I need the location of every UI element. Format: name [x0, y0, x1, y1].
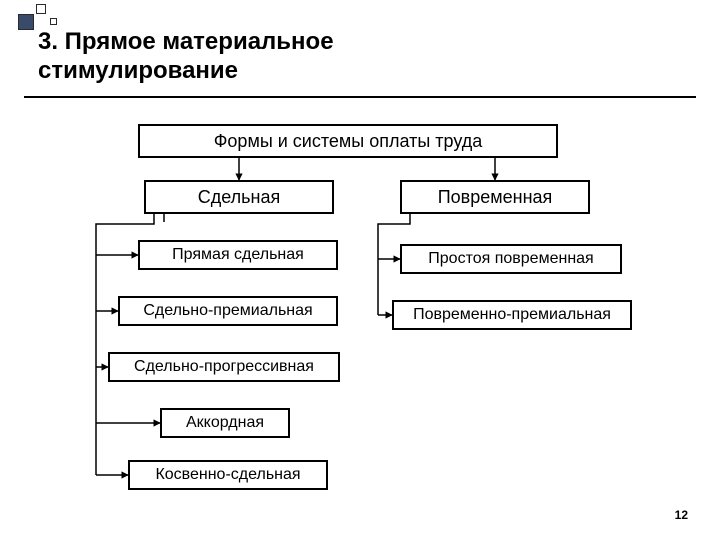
- node-l5: Косвенно-сдельная: [128, 460, 328, 490]
- node-l3-label: Сдельно-прогрессивная: [134, 358, 314, 376]
- node-root-label: Формы и системы оплаты труда: [214, 131, 483, 152]
- slide-title-area: 3. Прямое материальное стимулирование: [38, 28, 682, 86]
- node-l5-label: Косвенно-сдельная: [155, 466, 300, 484]
- decor-square-1: [18, 14, 34, 30]
- node-l4-label: Аккордная: [186, 414, 264, 432]
- slide-title-line2: стимулирование: [38, 57, 682, 86]
- node-left: Сдельная: [144, 180, 334, 214]
- page-number: 12: [675, 508, 688, 522]
- node-l1-label: Прямая сдельная: [172, 246, 304, 264]
- node-right: Повременная: [400, 180, 590, 214]
- node-r1: Простоя повременная: [400, 244, 622, 274]
- node-l4: Аккордная: [160, 408, 290, 438]
- slide-title-line1: 3. Прямое материальное: [38, 28, 682, 57]
- node-root: Формы и системы оплаты труда: [138, 124, 558, 158]
- node-l1: Прямая сдельная: [138, 240, 338, 270]
- decor-square-2: [36, 4, 46, 14]
- node-left-label: Сдельная: [198, 187, 281, 208]
- node-r1-label: Простоя повременная: [428, 250, 593, 268]
- node-l2: Сдельно-премиальная: [118, 296, 338, 326]
- node-l3: Сдельно-прогрессивная: [108, 352, 340, 382]
- title-underline: [24, 96, 696, 98]
- node-r2: Повременно-премиальная: [392, 300, 632, 330]
- node-right-label: Повременная: [438, 187, 553, 208]
- node-r2-label: Повременно-премиальная: [413, 306, 611, 324]
- decor-square-3: [50, 18, 57, 25]
- node-l2-label: Сдельно-премиальная: [143, 302, 312, 320]
